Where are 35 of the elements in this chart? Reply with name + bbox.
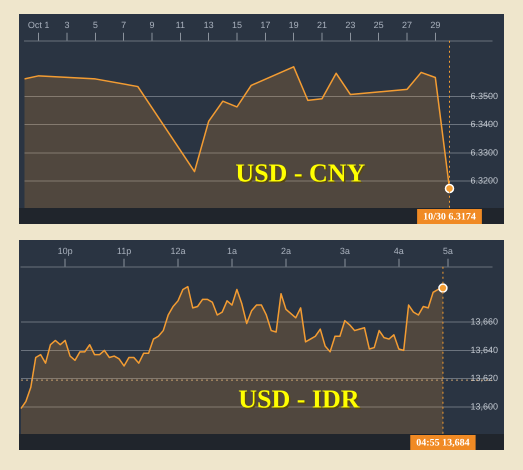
x-tick-label: 21 [316,20,328,30]
x-tick-label: 4a [394,246,404,256]
x-tick-label: 3a [340,246,350,256]
x-tick-label: 25 [374,20,384,30]
y-tick-label: 13,620 [470,373,498,384]
y-tick-label: 6.3400 [470,119,498,130]
x-tick-label: 7 [121,20,126,30]
y-tick-label: 13,660 [470,316,498,327]
x-tick-label: 1a [226,246,237,256]
text: USD - CNY [236,160,368,189]
y-tick-label: 6.3300 [470,147,498,158]
x-tick-label: 11 [176,20,186,30]
y-tick-label: 13,600 [470,402,498,412]
x-tick-label: 2a [280,246,291,256]
text: 10/30 6.3174 [423,212,476,223]
x-tick-label: 10p [58,246,73,256]
x-tick-label: 23 [345,20,356,30]
x-tick-label: 3 [64,20,70,30]
x-tick-label: 17 [260,20,270,30]
x-tick-label: 11p [116,246,132,256]
x-tick-label: 5a [442,246,453,256]
x-tick-label: 13 [204,20,214,30]
x-tick-label: 29 [430,20,440,30]
x-tick-label: 15 [232,20,242,30]
x-tick-label: 5 [92,20,98,30]
y-tick-label: 13,640 [470,344,498,355]
x-tick-label: 12a [170,246,186,256]
text: USD - IDR [240,386,362,415]
x-tick-label: Oct 1 [28,20,50,30]
text: 04:55 13,684 [416,438,470,449]
x-tick-label: 27 [402,20,412,30]
y-tick-label: 6.3500 [470,90,498,101]
x-tick-label: 19 [288,20,299,30]
x-tick-label: 9 [149,20,155,30]
y-tick-label: 6.3200 [470,176,498,186]
